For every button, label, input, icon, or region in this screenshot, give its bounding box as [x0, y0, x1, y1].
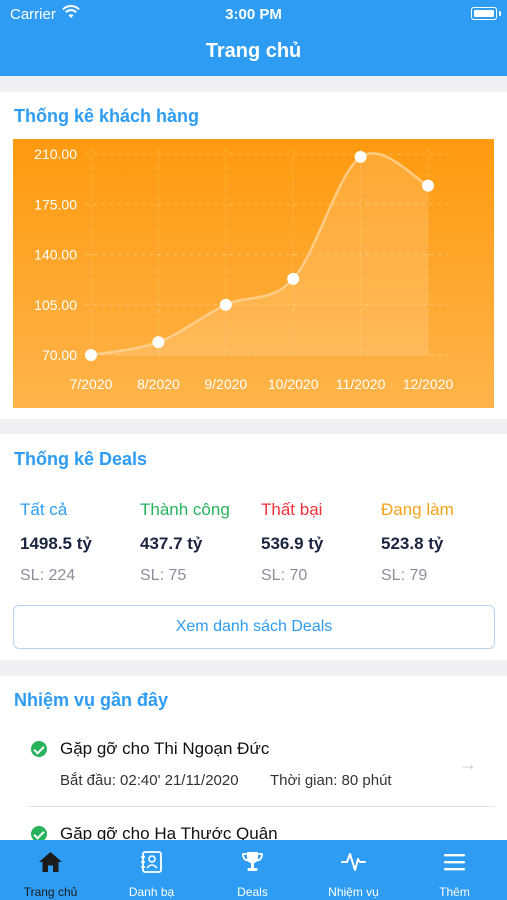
check-circle-icon — [31, 741, 47, 757]
deals-stats-title: Thống kê Deals — [14, 449, 148, 469]
battery-icon — [471, 7, 501, 20]
customer-stats-title: Thống kê khách hàng — [14, 106, 200, 126]
x-tick-label: 12/2020 — [403, 376, 454, 392]
deal-stat-value: 437.7 tỷ — [140, 534, 203, 553]
tab-label: Thêm — [439, 885, 470, 899]
customer-chart: 210.00 175.00 140.00 105.00 70.00 7/2020 8/202… — [13, 139, 494, 408]
task-duration: Thời gian: 80 phút — [270, 772, 392, 789]
data-point — [354, 150, 367, 163]
tab-deals[interactable]: Deals — [202, 840, 303, 900]
arrow-right-icon: → — [459, 754, 477, 774]
tab-more[interactable]: Thêm — [404, 840, 505, 900]
clock: 3:00 PM — [225, 6, 282, 23]
divider — [27, 806, 495, 807]
data-point — [219, 298, 232, 311]
deal-stat-label: Thất bại — [261, 500, 323, 519]
page-title: Trang chủ — [205, 40, 302, 62]
deal-stat-label: Đang làm — [381, 500, 454, 519]
y-tick-label: 70.00 — [42, 347, 77, 363]
deal-stat-label: Tất cả — [20, 500, 68, 519]
y-tick-label: 105.00 — [34, 297, 77, 313]
status-bar: Carrier 3:00 PM — [0, 0, 507, 28]
tab-label: Deals — [237, 885, 268, 899]
deal-stat-value: 1498.5 tỷ — [20, 534, 92, 553]
deal-stat-count: SL: 79 — [381, 567, 428, 584]
task-start-time: Bắt đầu: 02:40' 21/11/2020 — [60, 772, 239, 789]
tab-label: Danh bạ — [128, 885, 175, 899]
data-point — [85, 349, 97, 361]
data-point — [422, 179, 434, 192]
data-point — [152, 336, 165, 349]
check-circle-icon — [31, 826, 47, 842]
deal-stat-value: 523.8 tỷ — [381, 534, 444, 553]
series-area — [91, 153, 428, 355]
menu-icon — [444, 854, 465, 871]
carrier-label: Carrier — [10, 6, 56, 23]
tab-tasks[interactable]: Nhiệm vụ — [303, 840, 404, 900]
wifi-icon — [62, 5, 80, 18]
tab-home[interactable]: Trang chủ — [0, 840, 101, 900]
data-point — [287, 272, 300, 285]
recent-tasks-card: Nhiệm vụ gần đây — [0, 676, 507, 840]
tab-label: Nhiệm vụ — [328, 885, 379, 899]
x-tick-label: 11/2020 — [336, 376, 386, 392]
y-tick-label: 175.00 — [34, 196, 77, 212]
contacts-icon — [141, 851, 162, 873]
y-tick-label: 140.00 — [34, 247, 77, 263]
x-tick-label: 7/2020 — [70, 376, 113, 392]
y-tick-label: 210.00 — [34, 146, 77, 162]
view-deals-button[interactable]: Xem danh sách Deals — [13, 605, 495, 649]
x-tick-label: 10/2020 — [268, 376, 319, 392]
deal-stat-count: SL: 75 — [140, 567, 187, 584]
app-header: Carrier 3:00 PM Trang chủ — [0, 0, 507, 76]
task-title: Gặp gỡ cho Hạ Thước Quân — [60, 824, 278, 843]
x-tick-label: 8/2020 — [137, 376, 180, 392]
deal-stat-value: 536.9 tỷ — [261, 534, 324, 553]
activity-icon — [341, 853, 366, 871]
customer-chart-svg: 210.00 175.00 140.00 105.00 70.00 7/2020 8/202… — [34, 146, 454, 392]
tab-label: Trang chủ — [23, 885, 78, 899]
deal-stat-label: Thành công — [140, 500, 230, 519]
tab-contacts[interactable]: Danh bạ — [101, 840, 202, 900]
deal-stat-count: SL: 224 — [20, 567, 76, 584]
recent-tasks-title: Nhiệm vụ gần đây — [14, 690, 169, 710]
tab-bar: Trang chủ Danh bạ Deals Nhiệm vụ — [0, 840, 507, 900]
task-title: Gặp gỡ cho Thi Ngoạn Đức — [60, 739, 270, 758]
home-icon — [39, 852, 62, 872]
trophy-icon — [242, 852, 263, 871]
x-tick-label: 9/2020 — [204, 376, 247, 392]
deal-stat-count: SL: 70 — [261, 567, 308, 584]
